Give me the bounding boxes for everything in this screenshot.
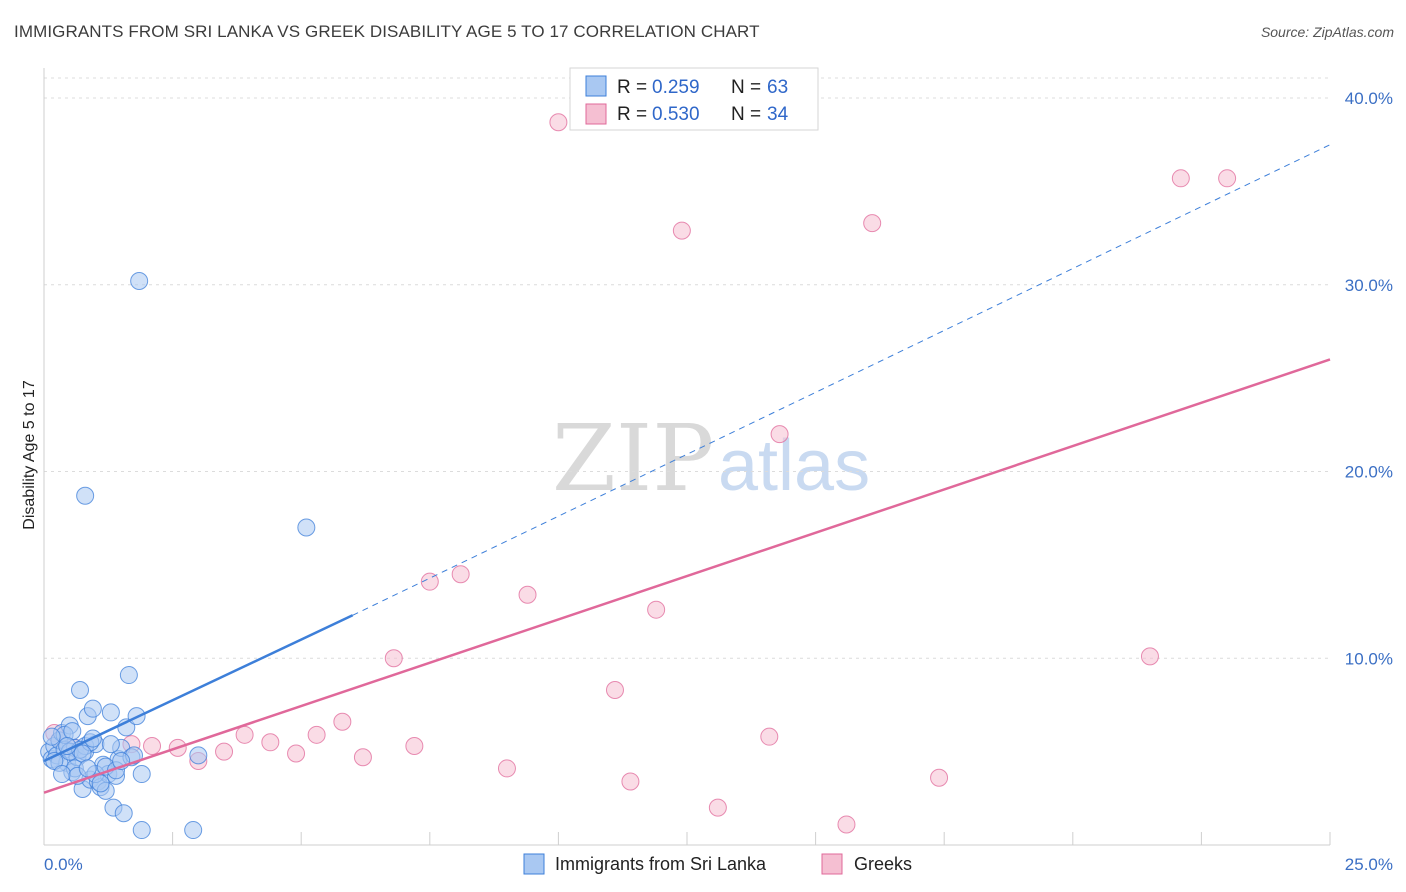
point-greeks xyxy=(518,585,537,604)
point-greeks xyxy=(621,772,640,791)
point-greeks xyxy=(261,733,280,752)
legend: R = 0.259 N = 63 R = 0.530 N = 34 xyxy=(569,67,819,131)
point-sri-lanka xyxy=(130,272,149,291)
bottom-legend-swatch-pink xyxy=(821,853,843,875)
chart-title: IMMIGRANTS FROM SRI LANKA VS GREEK DISAB… xyxy=(14,22,760,41)
point-greeks xyxy=(672,221,691,240)
point-greeks xyxy=(760,727,779,746)
x-tick-label: 25.0% xyxy=(1345,855,1393,874)
y-tick-label: 20.0% xyxy=(1345,463,1393,482)
point-greeks xyxy=(307,725,326,744)
point-sri-lanka xyxy=(119,666,138,685)
point-sri-lanka xyxy=(71,680,90,699)
point-sri-lanka xyxy=(297,518,316,537)
legend-r-value-blue: 0.259 xyxy=(652,77,700,98)
point-greeks xyxy=(930,768,949,787)
legend-n-label-blue: N = xyxy=(731,77,761,98)
point-sri-lanka xyxy=(189,746,208,765)
bottom-legend-label-pink: Greeks xyxy=(854,854,912,874)
point-greeks xyxy=(405,737,424,756)
grid-layer xyxy=(44,77,1330,659)
point-sri-lanka xyxy=(114,804,133,823)
watermark-zip: ZIP xyxy=(552,405,714,512)
legend-n-label-pink: N = xyxy=(731,104,761,125)
bottom-legend: Immigrants from Sri Lanka Greeks xyxy=(523,853,912,875)
legend-r-value-pink: 0.530 xyxy=(652,104,700,125)
point-sri-lanka xyxy=(91,774,110,793)
point-greeks xyxy=(287,744,306,763)
point-greeks xyxy=(837,815,856,834)
trend-sri-lanka xyxy=(43,614,354,763)
point-greeks xyxy=(1140,647,1159,666)
point-greeks xyxy=(451,565,470,584)
point-greeks xyxy=(384,649,403,668)
point-greeks xyxy=(497,759,516,778)
point-greeks xyxy=(235,725,254,744)
point-greeks xyxy=(333,712,352,731)
chart-source: Source: ZipAtlas.com xyxy=(1260,24,1394,40)
watermark: ZIP atlas xyxy=(552,405,870,512)
point-greeks xyxy=(215,742,234,761)
legend-swatch-pink xyxy=(585,103,607,125)
legend-swatch-blue xyxy=(585,75,607,97)
point-sri-lanka xyxy=(101,703,120,722)
y-tick-label: 30.0% xyxy=(1345,276,1393,295)
trend-greeks xyxy=(43,358,1331,794)
point-greeks xyxy=(1171,169,1190,188)
point-sri-lanka xyxy=(132,765,151,784)
point-greeks xyxy=(770,425,789,444)
trend-layer xyxy=(43,144,1331,794)
x-tick-label: 0.0% xyxy=(44,855,83,874)
legend-n-value-pink: 34 xyxy=(767,104,789,125)
point-sri-lanka xyxy=(42,727,61,746)
point-sri-lanka xyxy=(101,735,120,754)
watermark-atlas: atlas xyxy=(718,426,870,506)
point-sri-lanka xyxy=(78,759,97,778)
legend-r-label-pink: R = xyxy=(617,104,647,125)
point-greeks xyxy=(863,214,882,233)
point-sri-lanka xyxy=(184,821,203,840)
point-sri-lanka xyxy=(76,486,95,505)
point-greeks xyxy=(420,572,439,591)
point-sri-lanka xyxy=(63,722,82,741)
bottom-legend-label-blue: Immigrants from Sri Lanka xyxy=(555,854,767,874)
trend-sri-lanka-extension xyxy=(352,144,1331,616)
point-sri-lanka xyxy=(73,744,92,763)
y-axis-title: Disability Age 5 to 17 xyxy=(21,380,38,530)
point-sri-lanka xyxy=(53,765,72,784)
point-greeks xyxy=(605,680,624,699)
axis-layer: 10.0% 20.0% 30.0% 40.0% 0.0% 25.0% xyxy=(43,68,1393,874)
point-greeks xyxy=(647,600,666,619)
point-greeks xyxy=(708,798,727,817)
point-sri-lanka xyxy=(132,821,151,840)
point-greeks xyxy=(1218,169,1237,188)
point-sri-lanka xyxy=(83,699,102,718)
point-greeks xyxy=(353,748,372,767)
legend-n-value-blue: 63 xyxy=(767,77,788,98)
y-tick-label: 10.0% xyxy=(1345,649,1393,668)
legend-r-label-blue: R = xyxy=(617,77,647,98)
y-tick-label: 40.0% xyxy=(1345,89,1393,108)
point-greeks xyxy=(143,737,162,756)
bottom-legend-swatch-blue xyxy=(523,853,545,875)
point-greeks xyxy=(549,113,568,132)
